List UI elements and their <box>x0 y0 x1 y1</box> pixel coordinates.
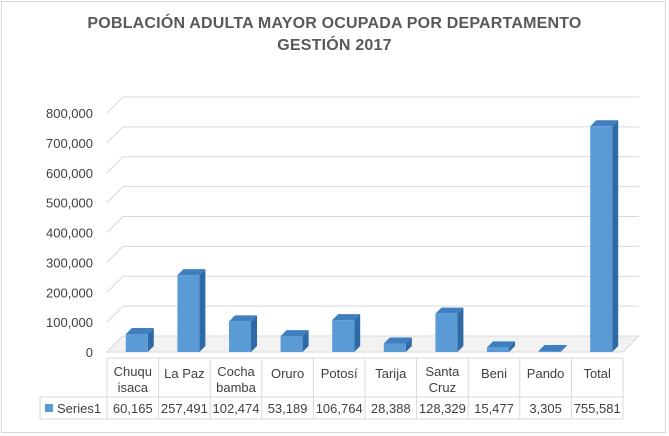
bar <box>177 269 206 352</box>
y-tick-label: 100,000 <box>46 315 93 330</box>
data-label: 128,329 <box>419 401 466 416</box>
bar-front <box>538 351 561 352</box>
category-label: Oruro <box>271 366 304 381</box>
bar-top <box>280 330 309 337</box>
data-label: 102,474 <box>213 401 260 416</box>
side-gridline <box>106 96 124 114</box>
bar-side <box>612 120 619 353</box>
bar-top <box>590 120 619 127</box>
legend-key <box>45 404 53 412</box>
category-label: Potosí <box>321 366 358 381</box>
bar-side <box>354 314 361 352</box>
bar-top <box>435 307 464 314</box>
y-tick-label: 500,000 <box>46 196 93 211</box>
y-tick-label: 600,000 <box>46 166 93 181</box>
category-label: bamba <box>216 380 257 395</box>
bar-side <box>251 315 257 352</box>
data-label: 15,477 <box>474 401 514 416</box>
bar-side <box>509 341 515 352</box>
bar-side <box>405 337 412 352</box>
category-label: Beni <box>481 366 507 381</box>
side-gridline <box>106 305 124 323</box>
bar-front <box>435 313 458 352</box>
side-gridline <box>106 126 124 144</box>
bar-top <box>383 337 412 344</box>
data-label: 106,764 <box>316 401 363 416</box>
side-gridline <box>106 216 124 233</box>
bar-front <box>383 343 406 352</box>
y-tick-label: 800,000 <box>46 106 93 121</box>
bar <box>435 307 464 352</box>
bar-front <box>590 126 613 353</box>
bar-front <box>332 320 355 352</box>
category-label: isaca <box>118 380 149 395</box>
bar-top <box>229 315 257 322</box>
bar <box>590 120 619 353</box>
chart-title-line-2: GESTIÓN 2017 <box>277 37 392 54</box>
category-label: Cocha <box>217 364 255 379</box>
bar <box>125 328 154 352</box>
bar-front <box>125 334 148 352</box>
bar <box>383 337 412 352</box>
data-label: 60,165 <box>113 401 153 416</box>
data-label: 53,189 <box>268 401 308 416</box>
bar-side <box>147 328 154 352</box>
y-tick-label: 700,000 <box>46 136 93 151</box>
bars <box>125 120 619 353</box>
series-name: Series1 <box>57 401 101 416</box>
bar-side <box>457 307 464 352</box>
category-label: La Paz <box>164 366 204 381</box>
data-label: 257,491 <box>161 401 208 416</box>
bar-top <box>125 328 154 335</box>
category-label: Santa <box>425 364 460 379</box>
bar <box>487 341 515 352</box>
bar-top <box>177 269 206 276</box>
category-label: Chuqu <box>114 364 152 379</box>
bar-front <box>177 275 200 352</box>
chart-title-line-1: POBLACIÓN ADULTA MAYOR OCUPADA POR DEPAR… <box>87 15 582 32</box>
data-label: 3,305 <box>529 401 562 416</box>
y-tick-label: 400,000 <box>46 226 93 241</box>
bar-side <box>302 330 309 352</box>
bar-side <box>560 345 567 352</box>
bar-top <box>487 341 515 348</box>
category-label: Total <box>583 366 611 381</box>
bar <box>229 315 257 352</box>
side-gridline <box>106 246 124 263</box>
data-label: 28,388 <box>371 401 411 416</box>
y-axis: 0 100,000 200,000 300,000 400,000 500,000 600,… <box>46 106 93 360</box>
data-label: 755,581 <box>574 401 621 416</box>
bar <box>332 314 361 352</box>
y-tick-label: 200,000 <box>46 285 93 300</box>
bar-front <box>229 321 251 352</box>
bar-side <box>199 269 206 352</box>
y-tick-label: 300,000 <box>46 255 93 270</box>
bar <box>538 345 567 352</box>
side-gridline <box>106 156 124 174</box>
bar-front <box>487 347 509 352</box>
y-tick-label: 0 <box>86 345 93 360</box>
category-label: Pando <box>527 366 565 381</box>
bar-front <box>280 336 303 352</box>
bar <box>280 330 309 352</box>
bar-top <box>538 345 567 352</box>
category-label: Tarija <box>375 366 407 381</box>
side-gridline <box>106 275 124 293</box>
side-gridline <box>106 186 124 203</box>
category-label: Cruz <box>429 380 456 395</box>
bar-top <box>332 314 361 321</box>
